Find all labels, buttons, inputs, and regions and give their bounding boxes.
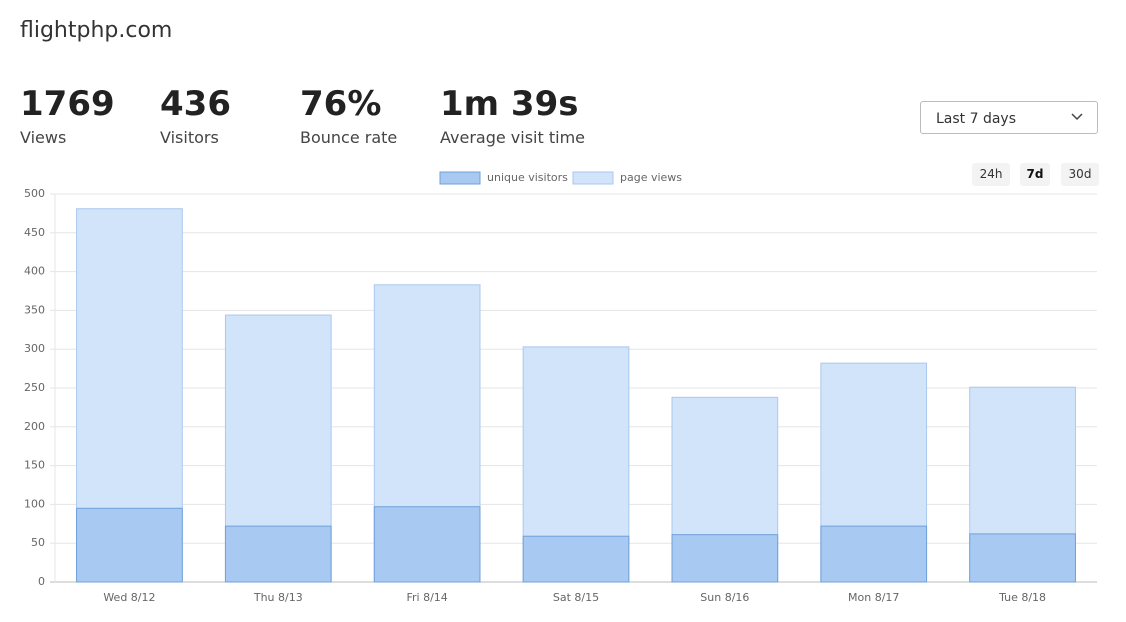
y-tick-label: 200	[24, 420, 45, 433]
x-tick-label: Fri 8/14	[406, 591, 447, 604]
x-tick-label: Thu 8/13	[253, 591, 303, 604]
range-button-active[interactable]: 7d	[1020, 163, 1050, 186]
bar	[373, 506, 481, 583]
stat-label: Bounce rate	[300, 128, 398, 147]
site-title: flightphp.com	[20, 18, 173, 43]
stat: 1769 Views	[20, 84, 115, 147]
stat-value: 1m 39s	[440, 84, 579, 124]
chevron	[1071, 113, 1083, 121]
stat: 76% Bounce rate	[300, 84, 397, 147]
range-button[interactable]: 30d	[1061, 163, 1099, 186]
y-tick-label: 300	[24, 342, 45, 355]
stat-label: Visitors	[160, 128, 219, 147]
bar	[522, 535, 630, 583]
x-tick-label: Tue 8/18	[998, 591, 1046, 604]
stat: 436 Visitors	[160, 84, 231, 147]
range-select-text: Last 7 days	[936, 111, 1017, 127]
x-tick-label: Sun 8/16	[700, 591, 749, 604]
y-tick-label: 500	[24, 187, 45, 200]
x-tick-label: Wed 8/12	[103, 591, 155, 604]
legend-label: page views	[620, 171, 682, 184]
bar	[969, 533, 1076, 583]
stat-value: 76%	[300, 84, 382, 124]
bar	[224, 525, 332, 583]
y-tick-label: 0	[38, 575, 45, 588]
y-tick-label: 150	[24, 459, 45, 472]
legend-swatch	[572, 171, 614, 185]
y-tick-label: 350	[24, 303, 45, 316]
y-tick-label: 250	[24, 381, 45, 394]
legend-swatch	[439, 171, 481, 185]
y-tick-label: 100	[24, 497, 45, 510]
x-tick-label: Mon 8/17	[848, 591, 899, 604]
y-tick-label: 400	[24, 265, 45, 278]
bar	[671, 534, 779, 583]
legend-label: unique visitors	[487, 171, 568, 184]
range-button[interactable]: 24h	[972, 163, 1010, 186]
range-select[interactable]: Last 7 days	[920, 101, 1098, 134]
y-tick-label: 450	[24, 226, 45, 239]
stat-label: Views	[20, 128, 67, 147]
x-tick-label: Sat 8/15	[553, 591, 599, 604]
stat-value: 436	[160, 84, 231, 124]
stat-label: Average visit time	[440, 128, 585, 147]
bar	[820, 525, 928, 583]
chart: 0 50 100 150 200 250 300 350 400 450 500 unique vis…	[24, 171, 1097, 604]
bar	[76, 507, 183, 583]
y-tick-label: 50	[31, 536, 45, 549]
stat: 1m 39s Average visit time	[440, 84, 585, 147]
stat-value: 1769	[20, 84, 115, 124]
